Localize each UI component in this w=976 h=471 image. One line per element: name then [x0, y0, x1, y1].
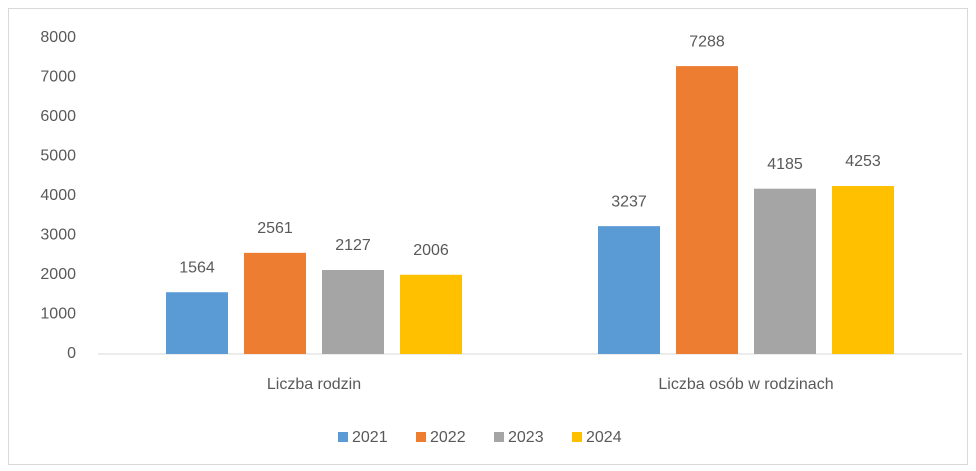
bar [400, 274, 462, 354]
y-tick-label: 3000 [40, 227, 76, 244]
bar [754, 188, 816, 354]
legend-swatch [572, 432, 582, 442]
data-label: 4253 [845, 153, 881, 170]
bar [166, 292, 228, 354]
chart-border [8, 8, 968, 465]
y-tick-label: 8000 [40, 29, 76, 46]
bar [676, 66, 738, 355]
bar [832, 186, 894, 354]
bar [598, 226, 660, 354]
y-tick-label: 5000 [40, 148, 76, 165]
y-tick-label: 6000 [40, 108, 76, 125]
legend-label: 2022 [430, 429, 466, 446]
legend-label: 2023 [508, 429, 544, 446]
y-tick-label: 2000 [40, 266, 76, 283]
legend-swatch [494, 432, 504, 442]
data-label: 3237 [611, 193, 647, 210]
data-label: 1564 [179, 259, 215, 276]
data-label: 7288 [689, 33, 725, 50]
legend-swatch [338, 432, 348, 442]
data-label: 2127 [335, 237, 371, 254]
y-tick-label: 4000 [40, 187, 76, 204]
x-tick-label: Liczba osób w rodzinach [658, 376, 833, 393]
legend-label: 2021 [352, 429, 388, 446]
data-label: 2006 [413, 242, 449, 259]
bar [322, 269, 384, 354]
data-label: 2561 [257, 220, 293, 237]
x-tick-label: Liczba rodzin [267, 376, 361, 393]
y-tick-label: 1000 [40, 306, 76, 323]
data-label: 4185 [767, 156, 803, 173]
bar [244, 252, 306, 354]
y-tick-label: 0 [67, 345, 76, 362]
y-tick-label: 7000 [40, 69, 76, 86]
legend-swatch [416, 432, 426, 442]
legend-label: 2024 [586, 429, 622, 446]
